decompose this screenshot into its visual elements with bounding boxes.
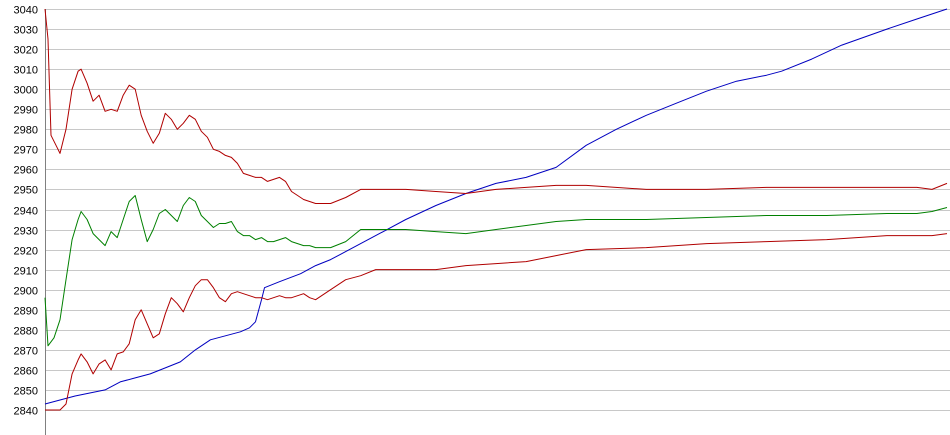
y-tick-label: 3030 (14, 25, 38, 37)
grid-lines (45, 9, 950, 411)
y-tick-label: 2870 (14, 346, 38, 358)
y-tick-label: 3040 (14, 5, 38, 17)
y-tick-label: 2860 (14, 366, 38, 378)
y-tick-label: 3010 (14, 65, 38, 77)
series-line-4 (45, 233, 948, 411)
series-line-2 (44, 8, 948, 204)
y-tick-label: 2850 (14, 386, 38, 398)
y-tick-label: 3000 (14, 85, 38, 97)
series-lines (44, 8, 948, 411)
y-tick-labels: 3040 3030 3020 3010 3000 2990 2980 2970 2960 2950… (14, 5, 38, 418)
y-tick-label: 2910 (14, 266, 38, 278)
series-line-3 (44, 195, 948, 347)
y-tick-label: 2950 (14, 185, 38, 197)
y-tick-label: 3020 (14, 45, 38, 57)
y-tick-label: 2890 (14, 306, 38, 318)
y-tick-label: 2980 (14, 125, 38, 137)
y-tick-label: 2990 (14, 105, 38, 117)
y-tick-label: 2900 (14, 286, 38, 298)
y-tick-label: 2960 (14, 165, 38, 177)
y-tick-label: 2840 (14, 406, 38, 418)
y-tick-label: 2920 (14, 246, 38, 258)
series-line-1 (44, 8, 948, 405)
y-tick-label: 2940 (14, 206, 38, 218)
y-tick-label: 2880 (14, 326, 38, 338)
y-tick-label: 2970 (14, 145, 38, 157)
y-tick-label: 2930 (14, 226, 38, 238)
